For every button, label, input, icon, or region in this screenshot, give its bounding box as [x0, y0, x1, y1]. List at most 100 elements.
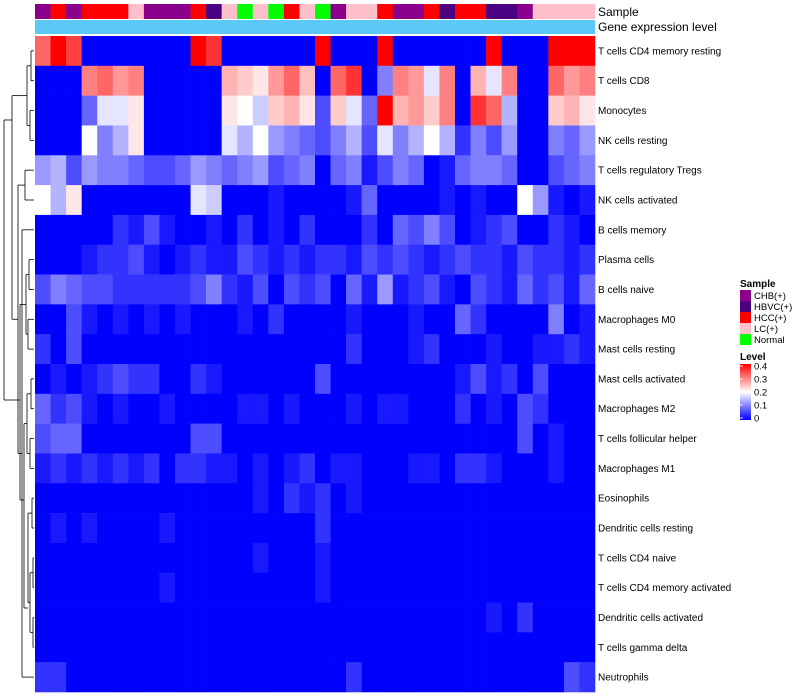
heatmap-cell — [35, 572, 51, 603]
heatmap-cell — [408, 513, 425, 544]
heatmap-cell — [579, 185, 596, 216]
heatmap-cell — [470, 36, 487, 67]
heatmap-cell — [159, 662, 176, 693]
heatmap-cell — [35, 483, 51, 514]
heatmap-cell — [97, 662, 114, 693]
heatmap-cell — [563, 513, 580, 544]
heatmap-cell — [283, 214, 300, 246]
heatmap-cell — [517, 36, 534, 67]
heatmap-cell — [439, 453, 456, 484]
sample-annotation-cell — [50, 4, 67, 19]
heatmap-cell — [237, 572, 254, 603]
heatmap-cell — [175, 364, 191, 395]
heatmap-cell — [330, 95, 347, 126]
sample-annotation-cell — [330, 4, 347, 19]
heatmap-cell — [112, 95, 129, 126]
heatmap-cell — [112, 304, 129, 335]
heatmap-cell — [439, 214, 456, 246]
sample-annotation-cell — [97, 4, 114, 19]
heatmap-cell — [439, 95, 456, 126]
row-label: T cells CD4 naive — [598, 553, 677, 564]
heatmap-cell — [97, 542, 114, 574]
heatmap-cell — [455, 542, 471, 574]
heatmap-cell — [283, 513, 300, 544]
heatmap-cell — [315, 632, 331, 663]
heatmap-cell — [486, 274, 502, 305]
heatmap-cell — [299, 244, 316, 275]
row-label: Plasma cells — [598, 255, 654, 266]
heatmap-cell — [283, 453, 300, 484]
heatmap-cell — [517, 125, 534, 156]
heatmap-cell — [252, 602, 269, 633]
heatmap-cell — [35, 423, 51, 454]
sample-annotation-cell — [159, 4, 176, 19]
heatmap-cell — [143, 572, 160, 603]
sample-annotation-cell — [299, 4, 316, 19]
heatmap-cell — [408, 304, 425, 335]
row-label: Neutrophils — [598, 673, 649, 684]
heatmap-cell — [517, 453, 534, 484]
heatmap-cell — [283, 364, 300, 395]
heatmap-cell — [221, 602, 238, 633]
heatmap-cell — [206, 662, 222, 693]
heatmap-cell — [439, 65, 456, 96]
heatmap-cell — [346, 453, 362, 484]
heatmap-cell — [501, 214, 518, 246]
heatmap-cell — [470, 274, 487, 305]
heatmap-cell — [408, 155, 425, 186]
heatmap-cell — [97, 185, 114, 216]
heatmap-cell — [112, 155, 129, 186]
heatmap-cell — [299, 423, 316, 454]
heatmap-cell — [112, 274, 129, 305]
sample-annotation-cell — [392, 4, 409, 19]
heatmap-cell — [159, 364, 176, 395]
heatmap-cell — [159, 185, 176, 216]
row-label: T cells regulatory Tregs — [598, 166, 702, 177]
heatmap-cell — [486, 125, 502, 156]
heatmap-cell — [532, 334, 549, 365]
heatmap-cell — [486, 632, 502, 663]
heatmap-cell — [346, 483, 362, 514]
heatmap-cell — [532, 304, 549, 335]
heatmap-cell — [268, 662, 285, 693]
heatmap-cell — [423, 36, 440, 67]
heatmap-cell — [206, 185, 222, 216]
heatmap-cell — [35, 602, 51, 633]
heatmap-cell — [579, 304, 596, 335]
heatmap-cell — [455, 155, 471, 186]
heatmap-cell — [579, 244, 596, 275]
heatmap-cell — [439, 662, 456, 693]
heatmap-cell — [517, 334, 534, 365]
heatmap-cell — [330, 155, 347, 186]
heatmap-cell — [470, 364, 487, 395]
heatmap-cell — [35, 513, 51, 544]
heatmap-cell — [128, 542, 145, 574]
sample-annotation-cell — [563, 4, 580, 19]
heatmap-cell — [346, 65, 362, 96]
heatmap-cell — [408, 632, 425, 663]
heatmap-cell — [315, 542, 331, 574]
sample-annotation-cell — [81, 4, 98, 19]
heatmap-cell — [315, 185, 331, 216]
heatmap-cell — [175, 662, 191, 693]
heatmap-cell — [81, 453, 98, 484]
heatmap-cell — [128, 423, 145, 454]
heatmap-cell — [283, 125, 300, 156]
heatmap-cell — [330, 602, 347, 633]
heatmap-cell — [35, 125, 51, 156]
heatmap-cell — [206, 65, 222, 96]
sample-annotation-label: Sample — [598, 5, 639, 19]
sample-legend: Sample CHB(+)HBVC(+)HCC(+)LC(+)Normal — [740, 279, 792, 346]
heatmap-cell — [190, 393, 207, 424]
heatmap-cell — [112, 542, 129, 574]
heatmap-cell — [206, 542, 222, 574]
heatmap-cell — [423, 602, 440, 633]
heatmap-cell — [252, 483, 269, 514]
heatmap-cell — [439, 602, 456, 633]
heatmap-cell — [532, 155, 549, 186]
heatmap-cell — [81, 185, 98, 216]
heatmap-cell — [237, 453, 254, 484]
heatmap-cell — [81, 95, 98, 126]
heatmap-cell — [330, 214, 347, 246]
